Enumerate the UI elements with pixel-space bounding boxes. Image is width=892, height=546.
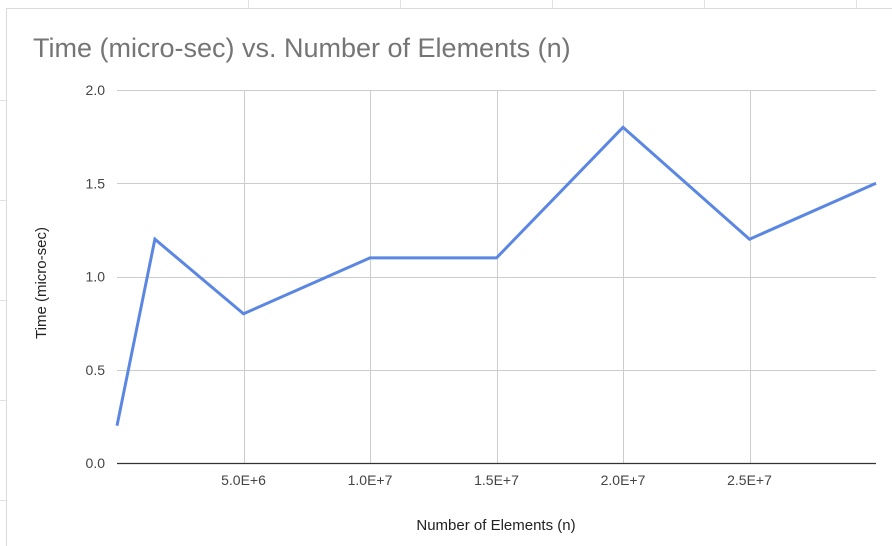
y-tick-label: 0.5 <box>86 362 106 378</box>
sheet-column-divider <box>248 0 249 8</box>
x-tick-label: 5.0E+6 <box>221 472 266 488</box>
tick-labels: 0.0 0.5 1.0 1.5 2.0 5.0E+6 1.0E+7 1.5E+7 2.0E+7 2… <box>86 82 773 488</box>
sheet-row-divider <box>0 500 6 501</box>
data-point[interactable] <box>493 254 501 262</box>
data-point[interactable] <box>872 179 880 187</box>
data-point[interactable] <box>746 235 754 243</box>
chart-title: Time (micro-sec) vs. Number of Elements … <box>33 33 571 63</box>
sheet-row-divider <box>0 200 6 201</box>
sheet-column-divider <box>704 0 705 8</box>
data-point[interactable] <box>151 235 159 243</box>
y-tick-label: 0.0 <box>86 455 106 471</box>
sheet-column-divider <box>552 0 553 8</box>
sheet-column-divider <box>400 0 401 8</box>
data-point[interactable] <box>240 310 248 318</box>
data-point[interactable] <box>113 422 121 430</box>
x-axis-title: Number of Elements (n) <box>416 517 575 534</box>
data-point[interactable] <box>366 254 374 262</box>
grid-lines <box>117 90 876 465</box>
data-point[interactable] <box>619 123 627 131</box>
x-tick-label: 1.5E+7 <box>474 472 519 488</box>
sheet-row-divider <box>0 300 6 301</box>
y-tick-label: 1.0 <box>86 269 106 285</box>
y-tick-label: 1.5 <box>86 175 106 191</box>
x-tick-label: 1.0E+7 <box>348 472 393 488</box>
series-line[interactable] <box>115 125 877 426</box>
series-layer <box>113 123 880 430</box>
x-tick-label: 2.0E+7 <box>601 472 646 488</box>
sheet-column-divider <box>856 0 857 8</box>
x-tick-label: 2.5E+7 <box>727 472 772 488</box>
y-tick-label: 2.0 <box>86 82 106 98</box>
sheet-row-divider <box>0 100 6 101</box>
sheet-row-divider <box>0 400 6 401</box>
y-axis-title: Time (micro-sec) <box>33 227 50 339</box>
